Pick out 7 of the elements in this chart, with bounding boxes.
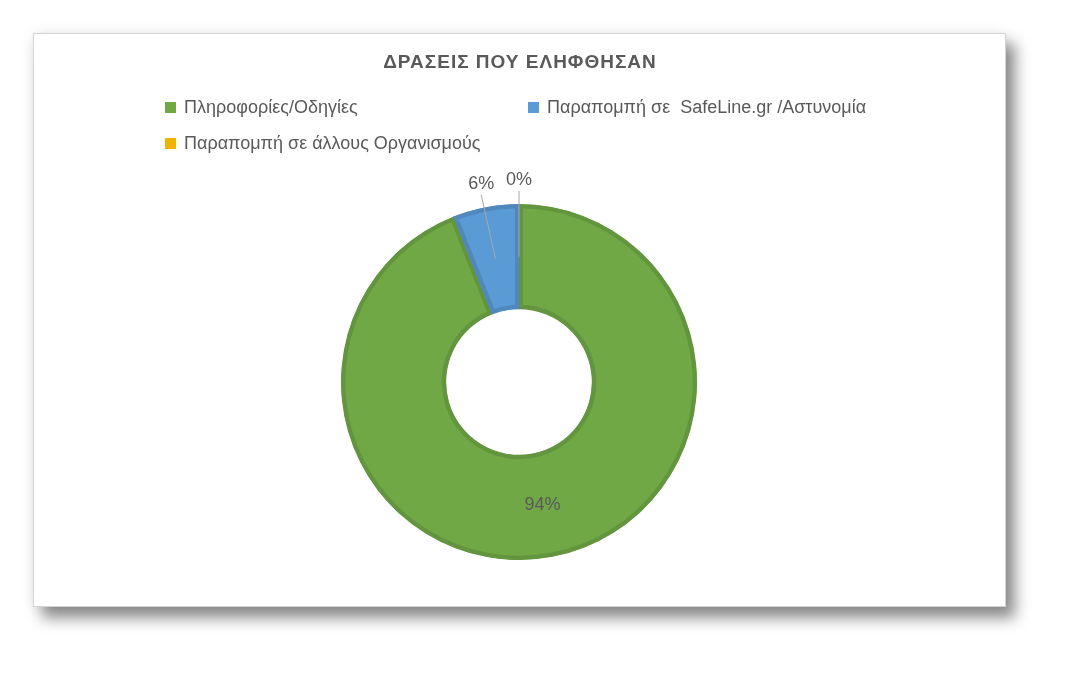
- legend-label: Πληροφορίες/Οδηγίες: [184, 96, 358, 119]
- data-label: 6%: [468, 172, 495, 193]
- legend-label: Παραπομπή σε SafeLine.gr /Αστυνομία: [547, 96, 867, 119]
- legend-label: Παραπομπή σε άλλους Οργανισμούς: [184, 132, 481, 155]
- chart-title: ΔΡΑΣΕΙΣ ΠΟΥ ΕΛΗΦΘΗΣΑΝ: [382, 50, 658, 74]
- text: 0%: [505, 168, 533, 189]
- data-label: 94%: [524, 494, 561, 515]
